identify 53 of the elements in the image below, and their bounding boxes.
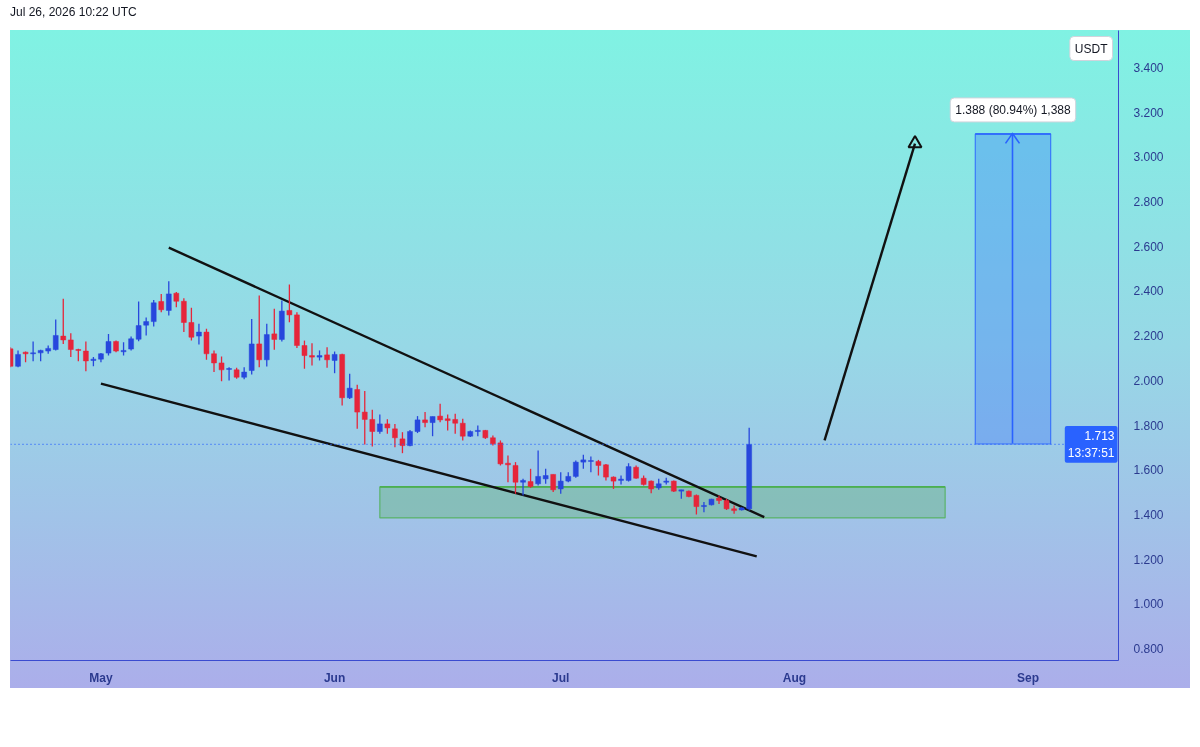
candlestick <box>422 411 428 428</box>
candlestick <box>324 346 330 369</box>
candlestick <box>535 449 541 487</box>
y-axis-title: USDT <box>1074 41 1109 56</box>
y-tick-label: 2.000 <box>1133 373 1164 388</box>
candlestick <box>512 461 519 495</box>
candlestick <box>60 298 66 345</box>
candlestick <box>701 501 707 513</box>
candlestick <box>166 280 172 317</box>
candlestick <box>588 455 594 473</box>
y-tick-label: 2.200 <box>1133 329 1164 344</box>
chart-title: Jul 26, 2026 10:22 UTC <box>10 4 137 21</box>
candlestick <box>377 413 383 435</box>
x-tick-label: Aug <box>782 670 807 685</box>
ref-line-label: 1.713 13:37:51 <box>1067 429 1115 460</box>
candlestick <box>196 323 202 346</box>
y-tick-label: 1.600 <box>1133 463 1164 478</box>
candlestick <box>437 403 443 423</box>
y-tick-label: 3.400 <box>1133 61 1164 76</box>
candlestick <box>158 293 164 313</box>
candlestick <box>460 418 466 442</box>
y-tick-label: 2.600 <box>1133 239 1164 254</box>
candlestick <box>346 373 353 400</box>
candlestick <box>226 366 232 382</box>
candlestick <box>520 478 526 497</box>
y-tick-label: 1.000 <box>1133 597 1164 612</box>
x-tick-label: Jun <box>323 670 346 685</box>
y-tick-label: 1.200 <box>1133 552 1164 567</box>
candlestick <box>30 340 36 362</box>
y-tick-label: 1.800 <box>1133 418 1164 433</box>
candlestick <box>52 318 59 352</box>
candlestick <box>527 468 534 489</box>
x-tick-label: Sep <box>1017 670 1040 685</box>
candlestick <box>331 350 338 374</box>
candlestick <box>399 431 406 454</box>
candlestick <box>105 333 112 357</box>
x-tick-label: May <box>89 670 113 685</box>
y-tick-label: 3.000 <box>1133 150 1164 165</box>
candlestick <box>256 294 262 368</box>
candlestick <box>392 423 398 448</box>
x-tick-label: Jul <box>552 670 570 685</box>
candlestick <box>83 340 89 372</box>
candlestick <box>354 384 360 430</box>
y-tick-label: 1.400 <box>1133 507 1164 522</box>
y-tick-label: 2.400 <box>1133 284 1164 299</box>
y-tick-label: 3.200 <box>1133 105 1164 120</box>
candlestick <box>271 308 278 351</box>
y-tick-label: 0.800 <box>1133 641 1164 656</box>
candlestick <box>557 471 564 495</box>
candlestick <box>429 415 436 437</box>
annotation: 1.388 (80.94%) 1,388 <box>955 102 1072 117</box>
candlestick <box>150 299 157 328</box>
y-tick-label: 2.800 <box>1133 195 1164 210</box>
